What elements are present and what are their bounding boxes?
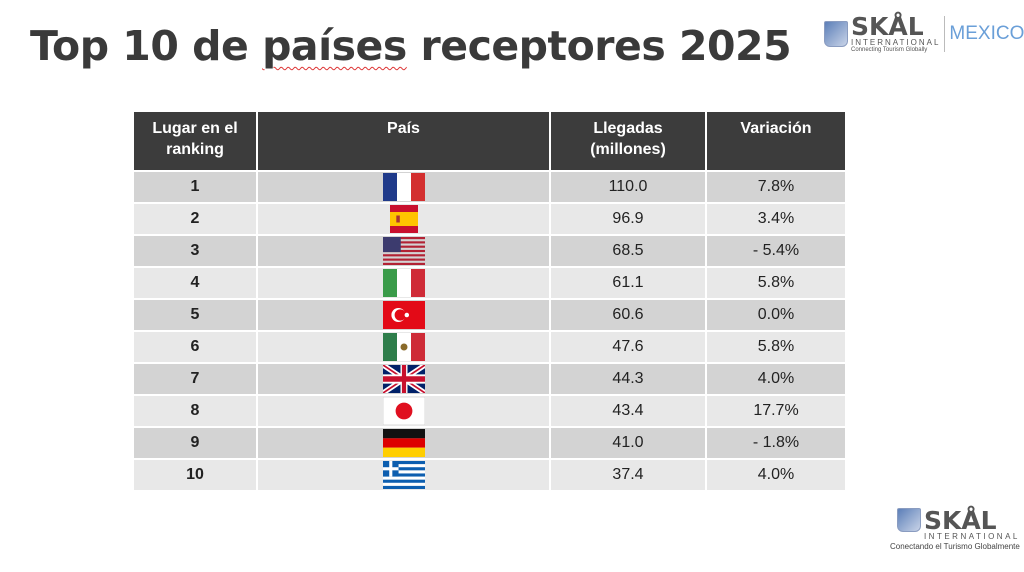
slide-title: Top 10 de países receptores 2025 (30, 22, 792, 70)
arrivals-cell: 96.9 (549, 202, 707, 236)
logo-sub: INTERNATIONAL (851, 38, 941, 47)
country-cell (256, 298, 551, 332)
logo-tagline: Connecting Tourism Globally (851, 47, 928, 53)
variation-cell: 5.8% (705, 266, 847, 300)
germany-flag-icon (382, 429, 425, 457)
header-variation: Variación (705, 110, 847, 172)
header-country: País (256, 110, 551, 172)
country-cell (256, 458, 551, 492)
rank-cell: 2 (132, 202, 258, 236)
variation-cell: 5.8% (705, 330, 847, 364)
shield-icon (896, 508, 921, 532)
variation-cell: 17.7% (705, 394, 847, 428)
rank-cell: 7 (132, 362, 258, 396)
usa-flag-icon (382, 237, 425, 265)
logo-name: SKÅL (851, 12, 924, 41)
logo-tagline: Conectando el Turismo Globalmente (890, 542, 1020, 551)
rank-cell: 6 (132, 330, 258, 364)
table-row: 4 61.1 5.8% (132, 266, 847, 300)
arrivals-cell: 41.0 (549, 426, 707, 460)
variation-cell: - 1.8% (705, 426, 847, 460)
mexico-flag-icon (382, 333, 425, 361)
rank-cell: 8 (132, 394, 258, 428)
skal-logo-bottom: SKÅL INTERNATIONAL Conectando el Turismo… (890, 508, 1020, 551)
table-row: 7 44.3 4.0% (132, 362, 847, 396)
variation-cell: - 5.4% (705, 234, 847, 268)
variation-cell: 3.4% (705, 202, 847, 236)
rank-cell: 3 (132, 234, 258, 268)
arrivals-cell: 110.0 (549, 170, 707, 204)
ranking-table: Lugar en el ranking País Llegadas (millo… (132, 110, 847, 492)
variation-cell: 7.8% (705, 170, 847, 204)
skal-mexico-logo: SKÅL INTERNATIONAL Connecting Tourism Gl… (824, 14, 1024, 53)
italy-flag-icon (382, 269, 425, 297)
japan-flag-icon (382, 396, 425, 426)
variation-cell: 0.0% (705, 298, 847, 332)
logo-name: SKÅL (923, 506, 997, 535)
title-part: receptores 2025 (406, 22, 792, 70)
arrivals-cell: 60.6 (549, 298, 707, 332)
arrivals-cell: 61.1 (549, 266, 707, 300)
title-part: Top 10 de (30, 22, 263, 70)
turkey-flag-icon (382, 301, 425, 329)
country-cell (256, 170, 551, 204)
variation-cell: 4.0% (705, 362, 847, 396)
arrivals-cell: 68.5 (549, 234, 707, 268)
table-row: 5 60.6 0.0% (132, 298, 847, 332)
country-cell (256, 266, 551, 300)
rank-cell: 1 (132, 170, 258, 204)
country-cell (256, 202, 551, 236)
country-cell (256, 362, 551, 396)
table-row: 3 68.5- 5.4% (132, 234, 847, 268)
header-rank: Lugar en el ranking (132, 110, 258, 172)
table-row: 8 43.4 17.7% (132, 394, 847, 428)
table-row: 2 96.9 3.4% (132, 202, 847, 236)
uk-flag-icon (381, 362, 426, 396)
spain-flag-icon (383, 205, 425, 233)
greece-flag-icon (382, 461, 425, 489)
arrivals-cell: 37.4 (549, 458, 707, 492)
rank-cell: 5 (132, 298, 258, 332)
table-row: 10 37.4 4.0% (132, 458, 847, 492)
country-cell (256, 234, 551, 268)
france-flag-icon (382, 173, 425, 201)
arrivals-cell: 47.6 (549, 330, 707, 364)
country-cell (256, 394, 551, 428)
country-cell (256, 330, 551, 364)
table-row: 1 110.0 7.8% (132, 170, 847, 204)
logo-sub: INTERNATIONAL (923, 532, 1020, 541)
logo-region: MEXICO (949, 22, 1024, 44)
rank-cell: 10 (132, 458, 258, 492)
variation-cell: 4.0% (705, 458, 847, 492)
title-part: países (262, 22, 407, 70)
rank-cell: 9 (132, 426, 258, 460)
header-arrivals: Llegadas (millones) (549, 110, 707, 172)
country-cell (256, 426, 551, 460)
shield-icon (824, 20, 848, 47)
table-row: 9 41.0- 1.8% (132, 426, 847, 460)
arrivals-cell: 44.3 (549, 362, 707, 396)
arrivals-cell: 43.4 (549, 394, 707, 428)
rank-cell: 4 (132, 266, 258, 300)
table-row: 6 47.6 5.8% (132, 330, 847, 364)
